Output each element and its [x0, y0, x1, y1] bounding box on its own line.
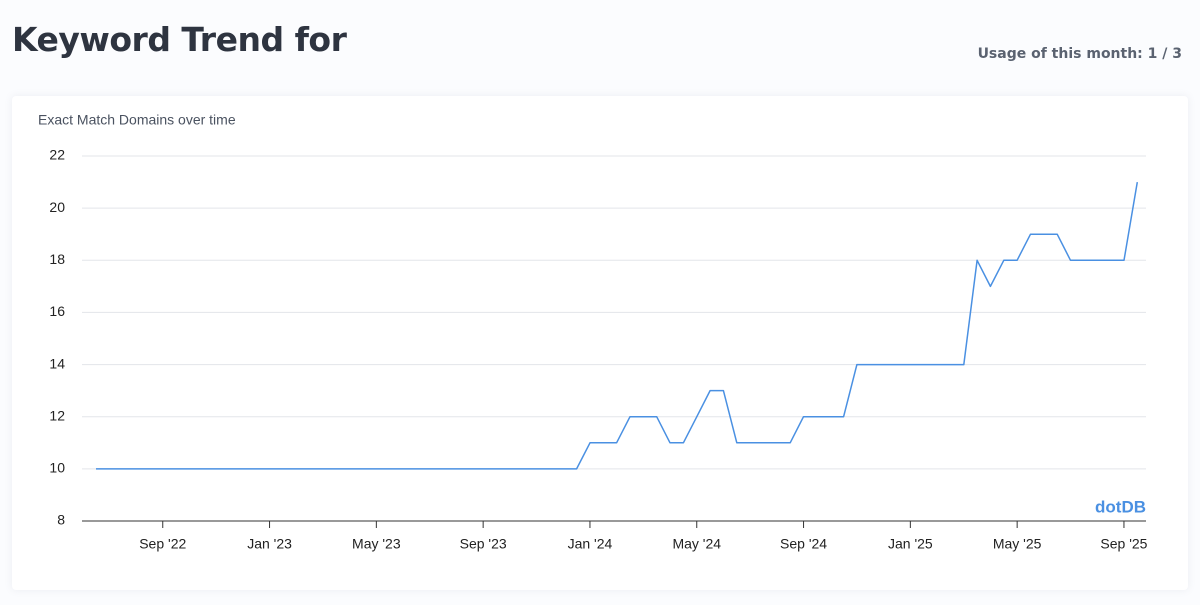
page-title: Keyword Trend for: [12, 20, 347, 59]
x-tick-label: Sep '25: [1100, 536, 1147, 552]
chart-card: [12, 96, 1188, 590]
y-tick-label: 16: [49, 303, 65, 319]
x-tick-label: Sep '23: [460, 536, 507, 552]
watermark: dotDB: [1095, 497, 1146, 516]
y-tick-label: 12: [49, 407, 65, 423]
x-tick-label: Sep '22: [139, 536, 186, 552]
x-tick-label: Jan '23: [247, 536, 292, 552]
x-tick-label: Jan '25: [888, 536, 933, 552]
x-tick-label: Sep '24: [780, 536, 827, 552]
x-tick-label: May '24: [672, 536, 721, 552]
x-tick-label: Jan '24: [568, 536, 613, 552]
usage-counter: Usage of this month: 1 / 3: [977, 46, 1182, 62]
y-tick-label: 10: [49, 460, 65, 476]
y-tick-label: 22: [49, 147, 65, 163]
x-tick-label: May '23: [352, 536, 401, 552]
y-tick-label: 8: [57, 512, 65, 528]
y-tick-label: 18: [49, 251, 65, 267]
y-tick-label: 20: [49, 199, 65, 215]
y-tick-label: 14: [49, 355, 65, 371]
chart-title: Exact Match Domains over time: [38, 112, 236, 128]
x-tick-label: May '25: [993, 536, 1042, 552]
trend-line: [96, 181, 1139, 470]
